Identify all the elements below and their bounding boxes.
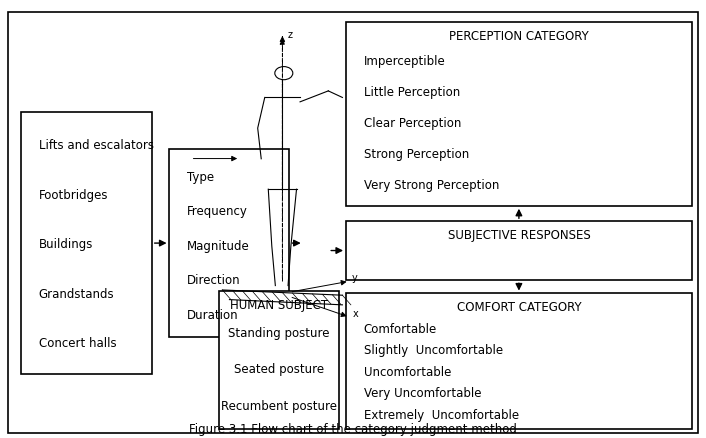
Text: Very Strong Perception: Very Strong Perception bbox=[364, 180, 499, 192]
Text: Extremely  Uncomfortable: Extremely Uncomfortable bbox=[364, 409, 519, 421]
Text: Little Perception: Little Perception bbox=[364, 86, 460, 99]
Text: Comfortable: Comfortable bbox=[364, 323, 437, 336]
Bar bbox=[169, 149, 289, 337]
Text: Type: Type bbox=[187, 171, 214, 184]
Bar bbox=[346, 293, 692, 429]
Text: Slightly  Uncomfortable: Slightly Uncomfortable bbox=[364, 344, 503, 357]
Text: Clear Perception: Clear Perception bbox=[364, 117, 461, 131]
Text: x: x bbox=[353, 309, 359, 319]
Text: Concert halls: Concert halls bbox=[39, 337, 116, 350]
Text: y: y bbox=[352, 273, 357, 283]
Text: Standing posture: Standing posture bbox=[228, 327, 330, 340]
Text: Imperceptible: Imperceptible bbox=[364, 55, 445, 68]
Bar bbox=[346, 22, 692, 206]
Bar bbox=[21, 112, 152, 374]
Text: Buildings: Buildings bbox=[39, 238, 93, 251]
Text: Recumbent posture: Recumbent posture bbox=[221, 399, 337, 413]
Text: Footbridges: Footbridges bbox=[39, 189, 108, 202]
Text: COMFORT CATEGORY: COMFORT CATEGORY bbox=[457, 301, 581, 314]
Text: Seated posture: Seated posture bbox=[234, 363, 324, 376]
Text: SUBJECTIVE RESPONSES: SUBJECTIVE RESPONSES bbox=[448, 229, 590, 242]
Text: Lifts and escalators: Lifts and escalators bbox=[39, 139, 154, 152]
Text: Magnitude: Magnitude bbox=[187, 240, 250, 253]
Text: z: z bbox=[287, 30, 292, 40]
Text: Direction: Direction bbox=[187, 274, 241, 287]
Text: Uncomfortable: Uncomfortable bbox=[364, 366, 451, 379]
Text: Frequency: Frequency bbox=[187, 205, 248, 218]
Text: Very Uncomfortable: Very Uncomfortable bbox=[364, 387, 481, 400]
Text: Grandstands: Grandstands bbox=[39, 288, 114, 300]
Bar bbox=[346, 221, 692, 280]
Text: Duration: Duration bbox=[187, 309, 239, 321]
Text: Figure 3.1 Flow chart of the category judgment method: Figure 3.1 Flow chart of the category ju… bbox=[189, 423, 517, 436]
Text: Strong Perception: Strong Perception bbox=[364, 148, 469, 161]
Text: HUMAN SUBJECT: HUMAN SUBJECT bbox=[230, 299, 328, 312]
Text: PERCEPTION CATEGORY: PERCEPTION CATEGORY bbox=[449, 30, 589, 43]
Bar bbox=[219, 291, 339, 429]
